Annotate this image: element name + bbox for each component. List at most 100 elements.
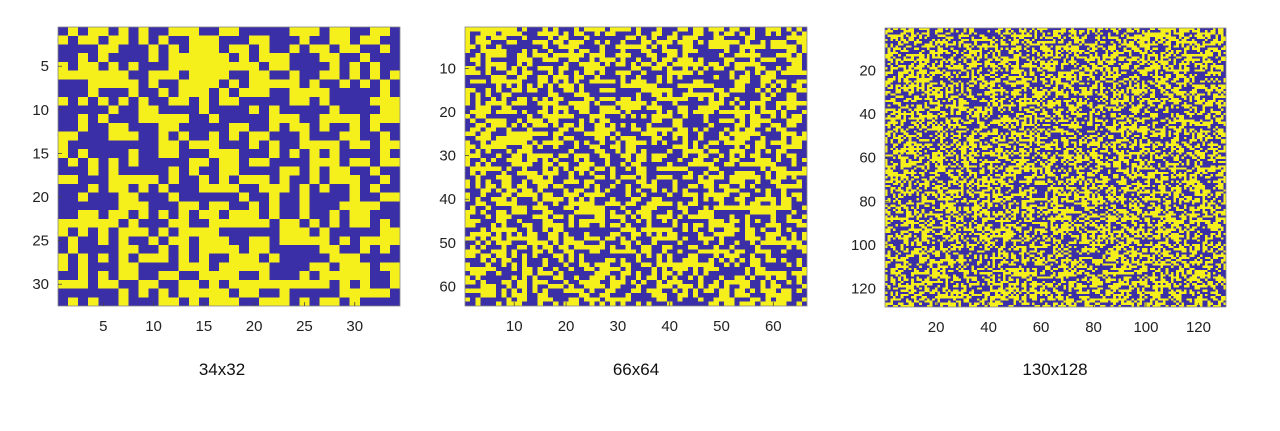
heatmap-cell	[1081, 30, 1085, 33]
heatmap-cell	[1163, 67, 1166, 70]
heatmap-cell	[1113, 51, 1116, 55]
heatmap-cell	[1058, 36, 1061, 39]
heatmap-cell	[496, 166, 502, 171]
heatmap-cell	[329, 149, 340, 158]
heatmap-cell	[892, 93, 896, 96]
heatmap-cell	[1084, 102, 1088, 105]
heatmap-cell	[188, 288, 199, 298]
heatmap-cell	[1215, 56, 1219, 59]
heatmap-cell	[522, 258, 528, 263]
heatmap-cell	[470, 271, 476, 276]
heatmap-cell	[610, 79, 616, 84]
heatmap-cell	[522, 144, 528, 150]
heatmap-cell	[239, 122, 250, 132]
heatmap-cell	[249, 175, 260, 184]
heatmap-cell	[890, 36, 893, 39]
heatmap-cell	[148, 70, 159, 80]
heatmap-cell	[527, 57, 533, 62]
heatmap-cell	[1149, 49, 1153, 53]
heatmap-cell	[729, 74, 735, 80]
heatmap-cell	[887, 86, 891, 90]
heatmap-cell	[1052, 56, 1056, 59]
heatmap-cell	[1029, 30, 1032, 33]
heatmap-cell	[667, 262, 673, 267]
heatmap-cell	[744, 236, 751, 241]
heatmap-cell	[781, 188, 787, 193]
heatmap-cell	[903, 30, 907, 33]
heatmap-cell	[1197, 58, 1200, 61]
heatmap-cell	[708, 140, 714, 145]
heatmap-cell	[1029, 41, 1032, 44]
heatmap-cell	[1218, 67, 1221, 70]
heatmap-cell	[1000, 47, 1004, 50]
heatmap-cell	[1139, 71, 1143, 74]
heatmap-cell	[1149, 28, 1153, 31]
heatmap-cell	[750, 61, 756, 67]
heatmap-cell	[1186, 41, 1190, 44]
heatmap-cell	[532, 122, 538, 128]
heatmap-cell	[389, 192, 401, 202]
heatmap-cell	[781, 249, 787, 254]
heatmap-cell	[786, 244, 792, 250]
heatmap-cell	[898, 73, 901, 76]
heatmap-cell	[506, 127, 512, 132]
heatmap-cell	[801, 48, 808, 54]
heatmap-cell	[470, 109, 476, 115]
heatmap-cell	[992, 62, 996, 66]
heatmap-cell	[1063, 86, 1067, 90]
heatmap-cell	[573, 127, 580, 132]
heatmap-cell	[1037, 95, 1040, 98]
heatmap-cell	[579, 88, 585, 93]
heatmap-cell	[625, 166, 631, 171]
heatmap-cell	[992, 69, 996, 72]
heatmap-cell	[496, 61, 502, 67]
heatmap-cell	[589, 192, 595, 198]
heatmap-cell	[958, 80, 962, 83]
heatmap-cell	[630, 231, 637, 237]
heatmap-cell	[929, 43, 933, 46]
heatmap-cell	[890, 69, 893, 72]
heatmap-cell	[781, 301, 787, 307]
heatmap-cell	[796, 301, 802, 307]
heatmap-cell	[568, 44, 574, 49]
heatmap-cell	[475, 153, 481, 158]
heatmap-cell	[511, 109, 517, 115]
heatmap-cell	[1113, 86, 1116, 90]
heatmap-cell	[919, 97, 922, 100]
heatmap-cell	[188, 227, 199, 237]
heatmap-cell	[349, 131, 360, 141]
heatmap-cell	[537, 188, 543, 193]
heatmap-cell	[1024, 73, 1027, 76]
heatmap-cell	[542, 262, 548, 267]
heatmap-cell	[1013, 84, 1017, 87]
heatmap-cell	[379, 131, 390, 141]
heatmap-cell	[775, 88, 782, 93]
heatmap-cell	[672, 183, 678, 189]
heatmap-cell	[168, 96, 179, 106]
heatmap-cell	[573, 101, 580, 106]
heatmap-cell	[775, 284, 782, 289]
heatmap-cell	[1094, 47, 1098, 50]
heatmap-cell	[68, 70, 79, 80]
heatmap-cell	[289, 227, 300, 237]
heatmap-cell	[485, 284, 491, 289]
heatmap-cell	[724, 249, 730, 254]
heatmap-cell	[687, 275, 694, 280]
heatmap-cell	[1149, 54, 1153, 57]
heatmap-cell	[630, 61, 637, 67]
heatmap-cell	[682, 210, 688, 215]
heatmap-cell	[781, 44, 787, 49]
heatmap-cell	[1076, 54, 1080, 57]
heatmap-cell	[1113, 91, 1116, 94]
heatmap-cell	[1118, 51, 1122, 55]
heatmap-cell	[1186, 28, 1190, 31]
heatmap-cell	[677, 144, 683, 150]
heatmap-cell	[1052, 102, 1056, 105]
heatmap-cell	[1016, 54, 1019, 57]
heatmap-cell	[1060, 49, 1064, 53]
heatmap-cell	[729, 253, 735, 259]
heatmap-cell	[739, 48, 745, 54]
heatmap-cell	[1165, 67, 1169, 70]
heatmap-cell	[1079, 86, 1082, 90]
heatmap-cell	[703, 114, 709, 119]
